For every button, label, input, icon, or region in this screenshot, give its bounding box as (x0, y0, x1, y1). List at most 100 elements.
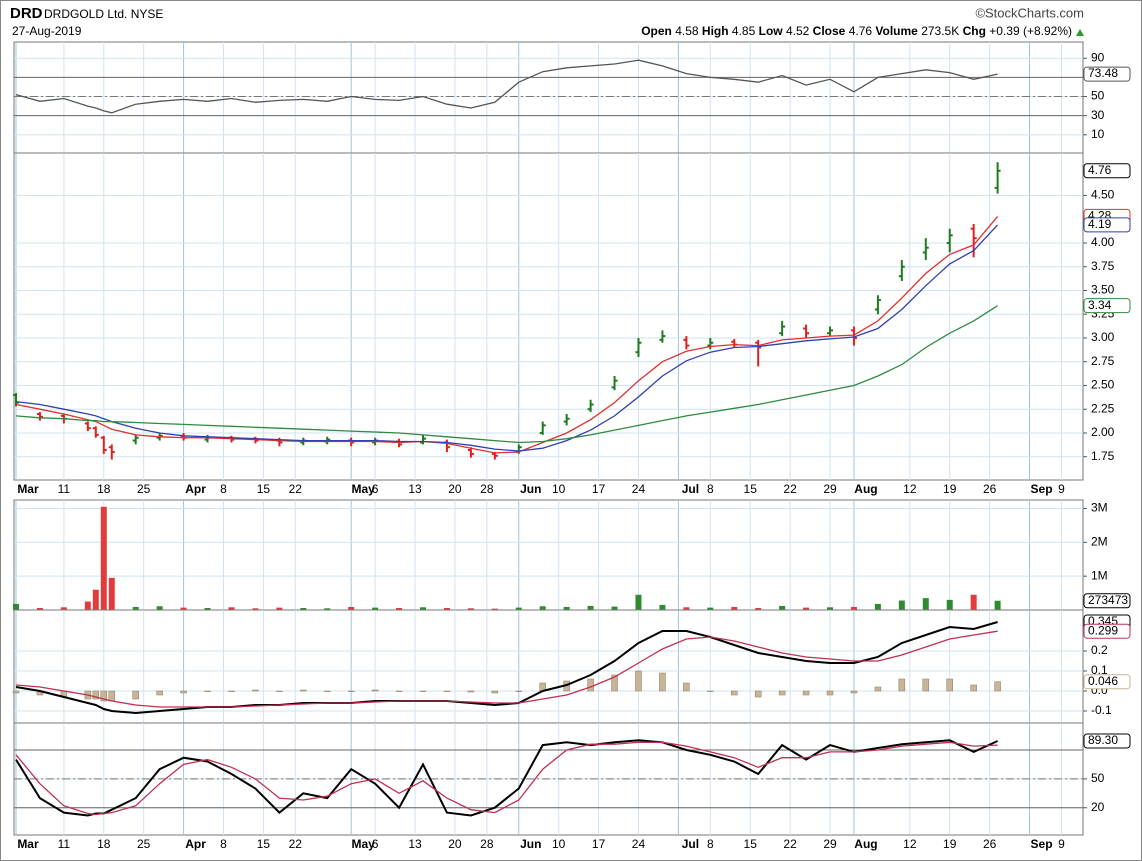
histogram-bar (300, 689, 307, 692)
volume-bar (779, 605, 786, 610)
series-line (15, 621, 998, 715)
x-tick-label: 22 (783, 482, 797, 496)
y-tick-label: 10 (1091, 127, 1105, 141)
x-tick-label: 17 (592, 837, 606, 851)
x-tick-label: 29 (823, 837, 837, 851)
y-tick-label: 2.25 (1091, 401, 1115, 415)
volume-bar (755, 607, 762, 610)
x-tick-label: Jun (520, 482, 541, 496)
y-tick-label: 2.00 (1091, 425, 1115, 439)
quote-label: Open (641, 24, 672, 38)
volume-bar (92, 589, 99, 610)
histogram-bar (754, 690, 762, 698)
quote-label: High (702, 24, 729, 38)
x-tick-label: 12 (903, 482, 917, 496)
panel (13, 499, 1084, 611)
y-tick-label: 1M (1091, 568, 1108, 582)
histogram-bar (108, 690, 116, 702)
volume-bar (491, 608, 498, 610)
panel (13, 152, 1084, 481)
volume-bar (635, 594, 642, 610)
x-tick-label: 17 (592, 482, 606, 496)
x-tick-label: 15 (257, 837, 271, 851)
x-tick-label: May (352, 482, 376, 496)
name: DRDGOLD Ltd. (44, 7, 127, 21)
x-tick-label: 9 (1058, 482, 1065, 496)
volume-bar (204, 607, 211, 610)
x-tick-label: Mar (17, 837, 39, 851)
x-tick-label: 18 (97, 837, 111, 851)
histogram-bar (252, 689, 259, 692)
histogram-bar (611, 674, 618, 692)
y-tick-label: 90 (1091, 50, 1105, 64)
volume-bar (84, 601, 91, 610)
x-tick-label: 11 (58, 482, 71, 496)
histogram-bar (371, 689, 379, 692)
last-value-box (1083, 593, 1131, 609)
exchange: NYSE (131, 7, 164, 21)
quote-value: 273.5K (921, 24, 959, 38)
volume-bar (850, 606, 857, 610)
last-value-box (1083, 623, 1131, 639)
histogram-bar (180, 690, 187, 694)
volume-bar (60, 607, 67, 610)
volume-bar (100, 506, 107, 610)
histogram-bar (491, 690, 499, 694)
date: 27-Aug-2019 (12, 24, 82, 38)
y-tick-label: 30 (1091, 108, 1105, 122)
histogram-bar (587, 678, 594, 692)
x-tick-label: 13 (408, 482, 422, 496)
volume-bar (372, 607, 379, 610)
x-tick-label: 10 (552, 482, 566, 496)
y-tick-label: 20 (1091, 800, 1105, 814)
volume-bar (587, 605, 594, 610)
volume-bar (396, 607, 403, 610)
x-tick-label: 8 (220, 837, 227, 851)
series-line (15, 59, 998, 114)
y-tick-label: 0.1 (1091, 663, 1108, 677)
x-tick-label: Aug (854, 482, 877, 496)
histogram-bar (443, 690, 451, 692)
volume-bar (36, 607, 43, 610)
y-tick-label: 50 (1091, 771, 1105, 785)
x-tick-label: 25 (137, 482, 151, 496)
last-value-label: 0.046 (1088, 674, 1118, 688)
quote-label: Close (813, 24, 846, 38)
histogram-bar (994, 681, 1001, 692)
y-tick-label: 3.00 (1091, 330, 1115, 344)
volume-bar (443, 607, 450, 610)
volume-bar (228, 607, 235, 610)
volume-bar (252, 608, 259, 610)
x-tick-label: 22 (289, 837, 303, 851)
volume-bar (156, 606, 163, 610)
histogram-bar (12, 690, 20, 694)
series-line (15, 215, 999, 454)
volume-bar (300, 607, 307, 610)
x-tick-label: 22 (289, 482, 303, 496)
y-tick-label: 3.50 (1091, 283, 1115, 297)
last-value-label: 4.19 (1088, 217, 1112, 231)
x-tick-label: 20 (448, 837, 462, 851)
company-name: DRDGOLD Ltd. NYSE (44, 7, 163, 21)
volume-bar (467, 608, 474, 610)
x-tick-label: 13 (408, 837, 422, 851)
x-tick-label: 22 (783, 837, 797, 851)
x-tick-label: 19 (943, 482, 957, 496)
quote: Open 4.58 High 4.85 Low 4.52 Close 4.76 … (641, 24, 1072, 38)
y-tick-label: 2M (1091, 534, 1108, 548)
histogram-bar (922, 678, 930, 692)
volume-bar (108, 577, 115, 610)
y-tick-label: 3M (1091, 501, 1108, 515)
x-tick-label: Jul (682, 482, 699, 496)
volume-bar (180, 607, 187, 610)
x-tick-label: 18 (97, 482, 111, 496)
volume-bar (827, 607, 834, 610)
histogram-bar (204, 690, 211, 692)
volume-bar (12, 603, 19, 610)
last-value-label: 3.34 (1088, 298, 1112, 312)
y-tick-label: -0.1 (1091, 703, 1112, 717)
x-tick-label: 10 (552, 837, 566, 851)
x-tick-label: 25 (137, 837, 151, 851)
series-line (15, 224, 999, 452)
histogram-bar (898, 678, 906, 692)
